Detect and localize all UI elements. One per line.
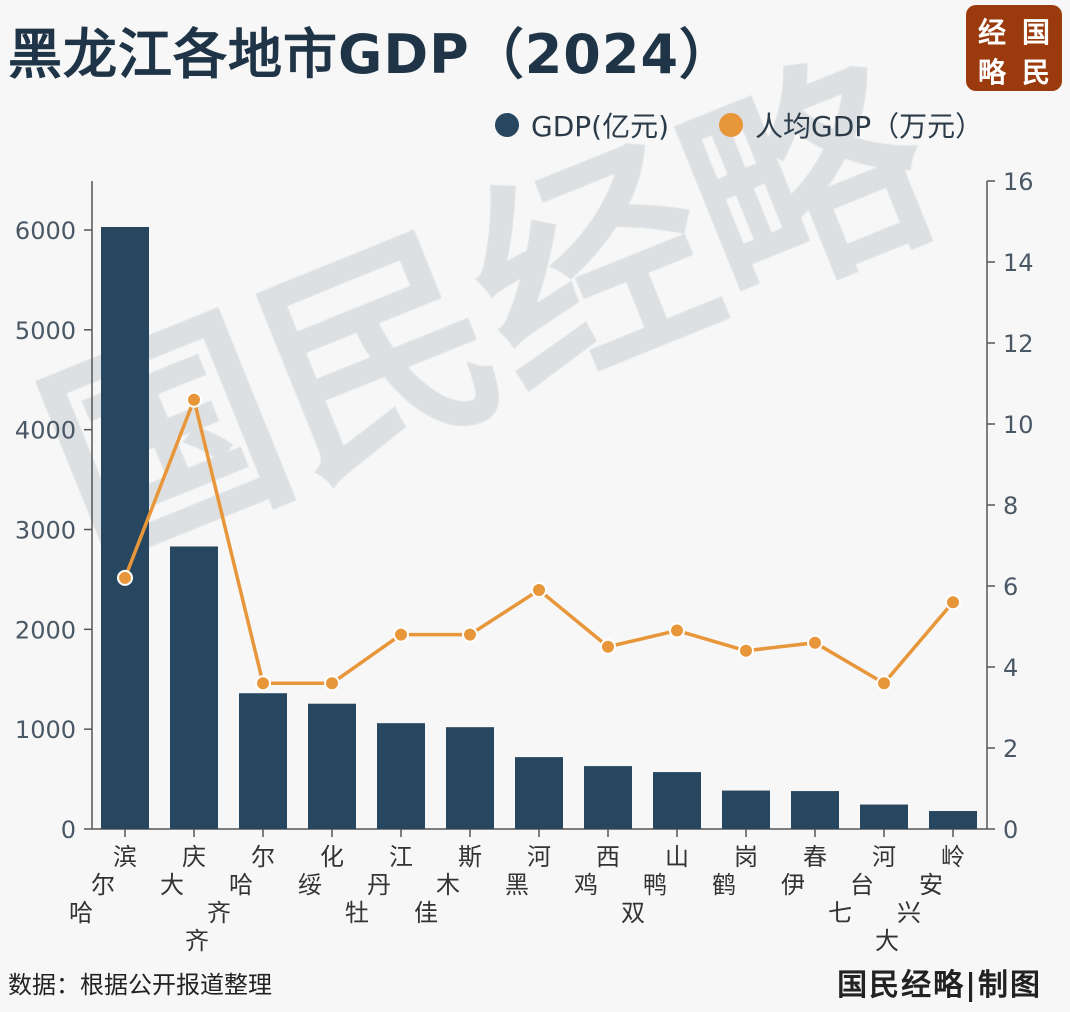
- per-capita-point: [186, 391, 202, 408]
- x-tick-label-char: 伊: [781, 871, 805, 899]
- x-tick-label-char: 哈: [229, 871, 253, 899]
- bar: [377, 723, 425, 829]
- source-note: 数据：根据公开报道整理: [8, 971, 272, 999]
- x-tick-label-char: 鸭: [643, 871, 667, 899]
- x-tick-label-char: 春: [803, 843, 827, 871]
- x-tick-label-char: 岗: [734, 843, 758, 871]
- right-tick-label: 2: [1003, 735, 1018, 763]
- bar: [170, 546, 218, 829]
- x-tick-label-char: 绥: [298, 871, 322, 899]
- per-capita-point: [738, 642, 754, 659]
- per-capita-point: [600, 638, 616, 655]
- legend-label-gdp: GDP(亿元): [531, 110, 669, 143]
- per-capita-point: [324, 675, 340, 692]
- x-tick-label-char: 木: [436, 871, 460, 899]
- bar: [860, 804, 908, 829]
- x-tick-label-char: 化: [320, 843, 344, 871]
- right-tick-label: 16: [1003, 168, 1034, 196]
- bar: [515, 757, 563, 829]
- logo-char: 经: [977, 16, 1006, 49]
- left-tick-label: 1000: [15, 716, 76, 744]
- x-tick-label-char: 黑: [505, 871, 529, 899]
- per-capita-point: [531, 582, 547, 599]
- legend-marker-per-capita: [719, 113, 743, 137]
- bar: [101, 227, 149, 829]
- x-tick-label-char: 尔: [251, 843, 275, 871]
- logo-char: 国: [1021, 16, 1050, 49]
- per-capita-point: [945, 594, 961, 611]
- legend-marker-gdp: [495, 113, 519, 137]
- x-tick-label-char: 双: [621, 899, 645, 927]
- per-capita-point: [393, 626, 409, 643]
- x-tick-label-char: 西: [596, 843, 620, 871]
- bar: [929, 811, 977, 829]
- x-tick-label-char: 大: [875, 927, 899, 955]
- per-capita-point: [117, 569, 133, 586]
- x-tick-label-char: 滨: [113, 843, 137, 871]
- x-tick-label-char: 齐: [207, 899, 231, 927]
- x-tick-label-char: 山: [665, 843, 689, 871]
- right-tick-label: 6: [1003, 573, 1018, 601]
- right-tick-label: 10: [1003, 411, 1034, 439]
- x-tick-label-char: 佳: [414, 899, 438, 927]
- legend: GDP(亿元) 人均GDP（万元）: [495, 105, 983, 145]
- x-tick-label-char: 鸡: [574, 871, 598, 899]
- x-tick-label-char: 大: [160, 871, 184, 899]
- bar: [584, 766, 632, 829]
- legend-label-per-capita: 人均GDP（万元）: [755, 110, 984, 143]
- left-tick-label: 4000: [15, 417, 76, 445]
- chart-title: 黑龙江各地市GDP（2024）: [8, 23, 735, 86]
- x-tick-label-char: 河: [527, 843, 551, 871]
- per-capita-line: [123, 393, 955, 686]
- x-tick-label-char: 安: [919, 871, 943, 899]
- x-tick-label-char: 哈: [69, 899, 93, 927]
- x-tick-label-char: 江: [389, 843, 413, 871]
- x-tick-label-char: 牡: [345, 899, 369, 927]
- bar: [446, 727, 494, 829]
- x-tick-label-char: 鹤: [712, 871, 736, 899]
- left-tick-label: 6000: [15, 217, 76, 245]
- per-capita-point: [462, 626, 478, 643]
- bar: [722, 790, 770, 829]
- x-tick-label-char: 台: [850, 871, 874, 899]
- brand-logo: 经 国 略 民: [966, 5, 1062, 91]
- per-capita-point: [807, 634, 823, 651]
- x-tick-label-char: 尔: [91, 871, 115, 899]
- bar: [653, 772, 701, 829]
- logo-char: 略: [977, 56, 1006, 89]
- bar: [791, 791, 839, 829]
- x-tick-label-char: 七: [828, 899, 852, 927]
- bar: [308, 703, 356, 829]
- x-tick-label-char: 兴: [897, 899, 921, 927]
- right-tick-label: 14: [1003, 249, 1034, 277]
- left-tick-label: 0: [61, 816, 76, 844]
- right-tick-label: 8: [1003, 492, 1018, 520]
- left-tick-label: 5000: [15, 317, 76, 345]
- per-capita-point: [876, 675, 892, 692]
- x-tick-label-char: 丹: [367, 871, 391, 899]
- logo-char: 民: [1021, 56, 1050, 89]
- right-tick-label: 12: [1003, 330, 1034, 358]
- left-tick-label: 2000: [15, 616, 76, 644]
- right-tick-label: 4: [1003, 654, 1018, 682]
- per-capita-point: [669, 622, 685, 639]
- bar: [239, 693, 287, 829]
- x-tick-label-char: 岭: [941, 843, 965, 871]
- x-tick-label-char: 斯: [458, 843, 482, 871]
- x-tick-label-char: 河: [872, 843, 896, 871]
- x-tick-label-char: 齐: [185, 927, 209, 955]
- credit: 国民经略|制图: [837, 968, 1042, 1003]
- x-tick-label-char: 庆: [182, 843, 206, 871]
- right-tick-label: 0: [1003, 816, 1018, 844]
- left-tick-label: 3000: [15, 517, 76, 545]
- per-capita-point: [255, 675, 271, 692]
